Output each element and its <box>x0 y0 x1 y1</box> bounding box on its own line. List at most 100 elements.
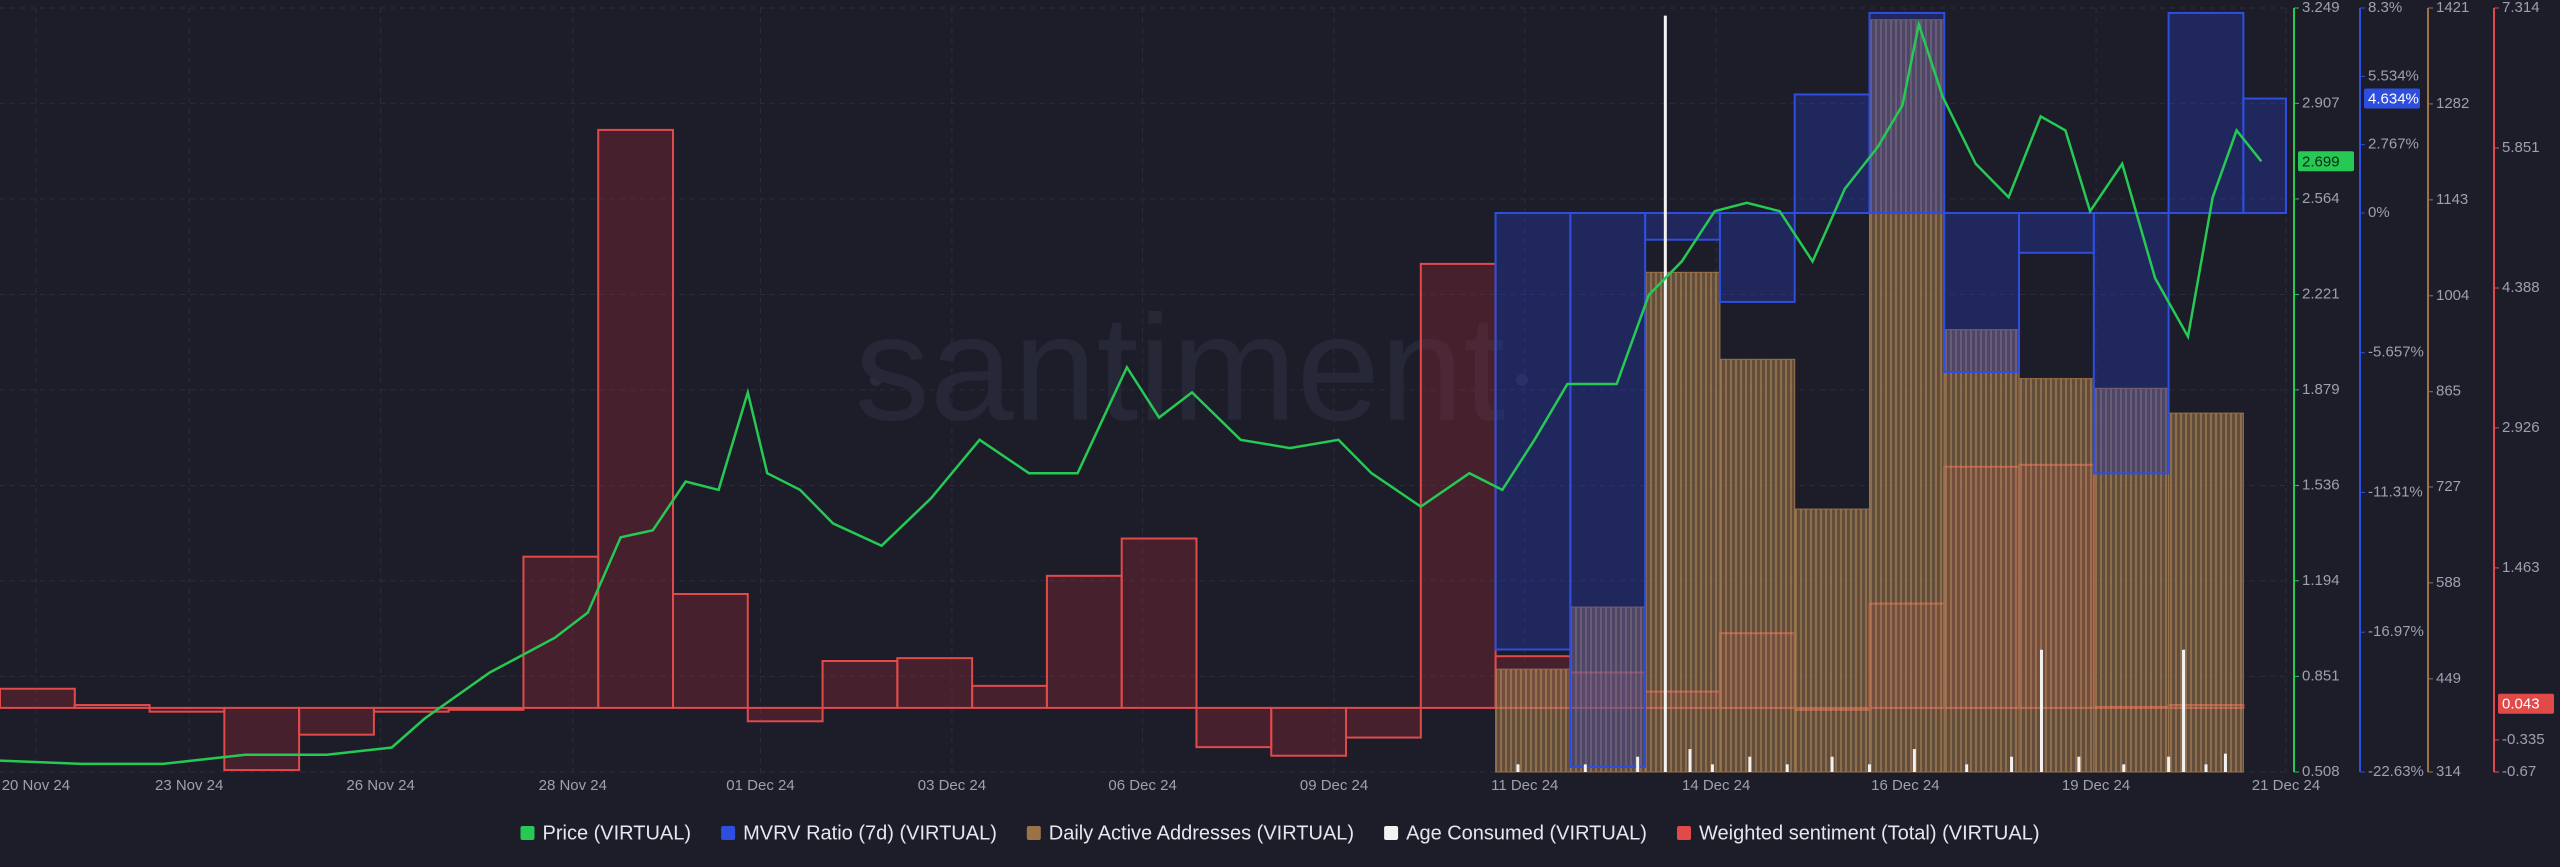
x-tick-label: 19 Dec 24 <box>2062 777 2130 794</box>
step-area <box>746 706 824 723</box>
step-area <box>1270 706 1348 757</box>
x-tick-label: 21 Dec 24 <box>2252 777 2320 794</box>
step-area <box>148 706 226 713</box>
y-tick-label: -16.97% <box>2368 623 2424 640</box>
plot <box>0 11 2288 773</box>
step-area <box>2167 11 2245 215</box>
y-tick-label: 1.536 <box>2302 476 2340 493</box>
x-tick-label: 28 Nov 24 <box>539 777 607 794</box>
y-tick-label: 3.249 <box>2302 0 2340 16</box>
step-area <box>1793 93 1871 215</box>
step-area <box>2092 212 2170 475</box>
price-line <box>0 19 2263 766</box>
legend-label: Weighted sentiment (Total) (VIRTUAL) <box>1699 822 2040 844</box>
legend-label: Age Consumed (VIRTUAL) <box>1406 822 1647 844</box>
current-badge <box>2364 88 2420 109</box>
y-tick-label: 8.3% <box>2368 0 2402 16</box>
y-tick-label: 2.564 <box>2302 190 2340 207</box>
bar <box>2168 412 2244 773</box>
x-tick-label: 26 Nov 24 <box>346 777 414 794</box>
current-value: 2.699 <box>2302 153 2340 170</box>
y-tick-label: 5.851 <box>2502 139 2540 156</box>
legend-item: Weighted sentiment (Total) (VIRTUAL) <box>1677 822 2040 844</box>
y-tick-label: 1.879 <box>2302 381 2340 398</box>
step-area <box>971 684 1048 709</box>
legend-label: MVRV Ratio (7d) (VIRTUAL) <box>743 822 997 844</box>
x-tick-label: 09 Dec 24 <box>1300 777 1368 794</box>
legend-swatch <box>1026 826 1041 840</box>
y-tick-label: 7.314 <box>2502 0 2540 16</box>
y-tick-label: 727 <box>2436 478 2461 495</box>
step-area <box>1494 212 1572 651</box>
step-area <box>821 659 899 709</box>
bar <box>1719 358 1796 773</box>
x-tick-label: 03 Dec 24 <box>918 777 986 794</box>
step-area <box>0 687 76 709</box>
step-area <box>1868 11 1946 215</box>
y-tick-label: -0.67 <box>2502 763 2536 780</box>
legend-label: Price (VIRTUAL) <box>543 822 692 844</box>
x-tick-label: 20 Nov 24 <box>2 777 70 794</box>
y-tick-label: 2.907 <box>2302 94 2340 111</box>
bar <box>1794 508 1870 773</box>
y-tick-label: 2.767% <box>2368 136 2419 153</box>
legend-swatch <box>721 826 736 840</box>
step-area <box>1045 574 1123 709</box>
y-tick-label: -11.31% <box>2368 483 2423 500</box>
legend-swatch <box>1677 826 1691 840</box>
axes: 20 Nov 24 23 Nov 24 26 Nov 24 28 Nov 24 01 D… <box>2 0 2554 794</box>
x-tick-label: 16 Dec 24 <box>1871 777 1939 794</box>
legend-item: Age Consumed (VIRTUAL) <box>1384 822 1647 844</box>
y-tick-label: 0.851 <box>2302 667 2340 684</box>
y-tick-label: 5.534% <box>2368 67 2419 84</box>
watermark-dot <box>1516 374 1528 386</box>
bar <box>2018 378 2095 773</box>
y-tick-label: 2.926 <box>2502 419 2540 436</box>
y-tick-label: -22.63% <box>2368 763 2424 780</box>
step-area <box>597 128 675 709</box>
bar <box>1943 329 2020 773</box>
x-tick-label: 06 Dec 24 <box>1108 777 1176 794</box>
y-tick-label: 1.194 <box>2302 572 2340 589</box>
step-area <box>2018 212 2095 254</box>
watermark-dot <box>870 374 882 386</box>
step-area <box>1644 212 1721 241</box>
y-tick-label: 1004 <box>2436 287 2469 304</box>
legend-item: Daily Active Addresses (VIRTUAL) <box>1026 822 1354 844</box>
bar <box>2093 387 2170 773</box>
legend-swatch <box>1384 826 1399 840</box>
y-tick-label: 865 <box>2436 383 2461 400</box>
y-tick-label: 1421 <box>2436 0 2469 16</box>
y-tick-label: -0.335 <box>2502 731 2545 748</box>
y-tick-label: 314 <box>2436 763 2461 780</box>
y-tick-label: 1282 <box>2436 95 2469 112</box>
x-tick-label: 01 Dec 24 <box>726 777 794 794</box>
x-tick-label: 11 Dec 24 <box>1491 777 1558 794</box>
watermark: santiment <box>855 284 1505 452</box>
step-area <box>73 704 151 709</box>
y-tick-label: -5.657% <box>2368 344 2424 361</box>
legend-swatch <box>520 826 535 840</box>
legend-item: Price (VIRTUAL) <box>520 822 692 844</box>
legend: Price (VIRTUAL) MVRV Ratio (7d) (VIRTUAL)… <box>520 822 2040 844</box>
y-tick-label: 588 <box>2436 574 2461 591</box>
step-area <box>1195 706 1273 749</box>
step-area <box>223 706 301 772</box>
current-value: 0.043 <box>2502 696 2540 713</box>
current-value: 4.634% <box>2368 91 2419 108</box>
legend-label: Daily Active Addresses (VIRTUAL) <box>1049 822 1354 844</box>
y-tick-label: 449 <box>2436 670 2461 687</box>
y-tick-label: 0% <box>2368 204 2390 221</box>
y-tick-label: 2.221 <box>2302 286 2340 303</box>
step-area <box>1569 212 1647 769</box>
step-area <box>447 706 525 711</box>
current-badge <box>2498 693 2554 714</box>
y-tick-label: 1.463 <box>2502 559 2540 576</box>
current-badge <box>2298 151 2354 172</box>
x-tick-label: 23 Nov 24 <box>155 777 223 794</box>
y-tick-label: 4.388 <box>2502 279 2540 296</box>
step-area <box>2242 97 2288 215</box>
bar <box>1868 19 1945 773</box>
step-area <box>672 593 749 709</box>
